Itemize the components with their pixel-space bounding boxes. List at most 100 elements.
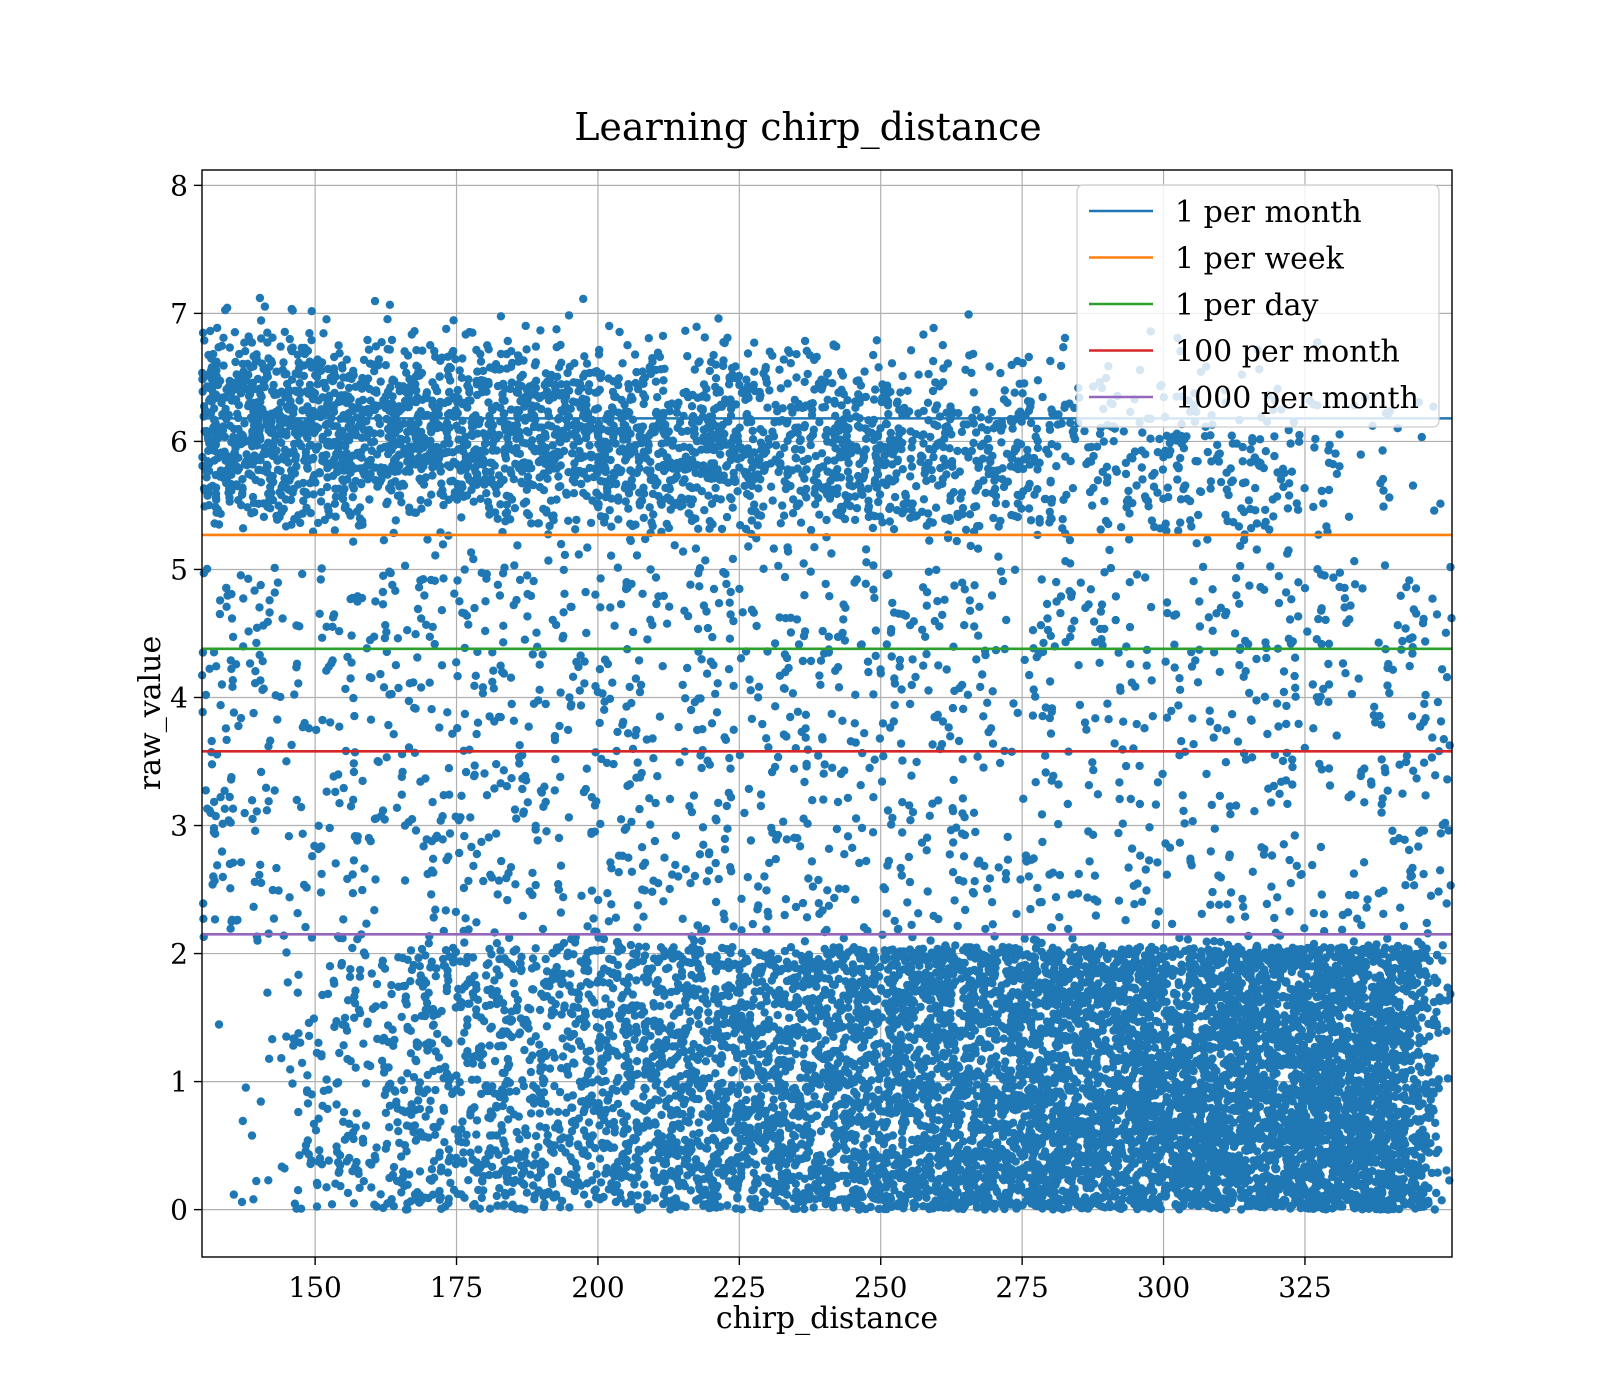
points-layer [197,293,1456,1214]
scatter-point [868,1145,878,1155]
scatter-point [314,1114,323,1123]
scatter-point [509,947,518,956]
scatter-point [426,1096,435,1106]
scatter-point [972,1080,982,1089]
scatter-point [955,1008,964,1018]
scatter-point [566,969,575,978]
scatter-point [584,1200,593,1209]
scatter-point [554,1166,563,1176]
scatter-point [440,1035,450,1045]
scatter-point [322,1183,331,1192]
scatter-point [295,1151,304,1160]
scatter-point [607,1168,617,1178]
scatter-point [214,1020,224,1029]
scatter-point [833,1013,842,1022]
scatter-point [826,1158,835,1167]
scatter-point [515,958,525,968]
scatter-point [586,1057,595,1066]
scatter-point [343,996,353,1005]
scatter-point [380,1090,389,1100]
scatter-point [694,1118,703,1127]
scatter-point [490,976,499,985]
scatter-point [1168,952,1177,962]
scatter-point [294,1029,303,1038]
scatter-point [584,1118,594,1127]
scatter-point [294,1107,303,1117]
scatter-point [436,1117,445,1127]
scatter-point [789,1204,798,1214]
scatter-point [1429,1015,1439,1024]
scatter-point [384,1063,393,1072]
scatter-point [457,1190,466,1199]
scatter-point [624,1045,633,1054]
scatter-point [371,1155,380,1164]
scatter-point [694,1019,704,1029]
scatter-point [603,1096,612,1105]
scatter-point [516,966,526,976]
scatter-point [1442,1166,1451,1175]
scatter-point [748,1186,757,1195]
scatter-point [705,953,714,962]
scatter-point [1438,996,1447,1005]
scatter-point [361,1079,371,1088]
scatter-point [526,1109,536,1118]
scatter-point [528,954,538,963]
scatter-point [733,1089,743,1099]
scatter-point [403,1069,412,1078]
scatter-point [282,948,291,957]
scatter-point [333,1078,343,1087]
scatter-point [427,1165,437,1174]
scatter-point [877,1154,886,1163]
scatter-point [256,1097,265,1106]
scatter-point [405,1170,414,1179]
scatter-point [595,1154,605,1163]
scatter-point [977,1055,986,1064]
scatter-point [472,1116,482,1125]
scatter-point [597,1077,606,1087]
scatter-point [531,1150,540,1160]
scatter-point [263,988,272,997]
scatter-point [331,1179,340,1188]
scatter-point [1432,1188,1441,1198]
scatter-point [376,1190,385,1199]
scatter-point [535,1040,544,1049]
scatter-point [385,1123,394,1132]
scatter-point [303,1088,312,1097]
scatter-point [829,1032,838,1042]
scatter-point [358,1138,368,1147]
scatter-point [486,1024,495,1033]
scatter-point [632,1118,641,1127]
scatter-point [598,1088,607,1097]
scatter-point [841,977,850,986]
scatter-point [898,1140,907,1150]
scatter-point [415,1104,425,1114]
scatter-point [1426,1095,1436,1104]
scatter-point [949,1022,958,1031]
scatter-point [565,1203,574,1212]
scatter-point [324,1156,333,1165]
scatter-point [247,1131,257,1140]
scatter-point [1150,976,1160,985]
scatter-point [558,1034,567,1043]
scatter-point [613,960,623,970]
scatter-point [608,1084,617,1094]
scatter-point [459,1148,468,1157]
scatter-point [617,994,626,1003]
scatter-point [286,1065,295,1074]
scatter-point [522,1188,532,1197]
scatter-point [318,1101,327,1111]
scatter-point [406,1122,416,1131]
scatter-point [283,978,292,987]
scatter-point [711,985,720,994]
scatter-point [563,1093,572,1102]
scatter-point [555,990,564,999]
scatter-point [412,1057,421,1066]
scatter-point [367,969,376,978]
scatter-point [821,1036,830,1045]
scatter-point [1175,950,1185,959]
scatter-point [637,1002,646,1011]
scatter-point [345,1153,354,1163]
scatter-point [535,1005,545,1015]
scatter-point [397,1076,406,1085]
